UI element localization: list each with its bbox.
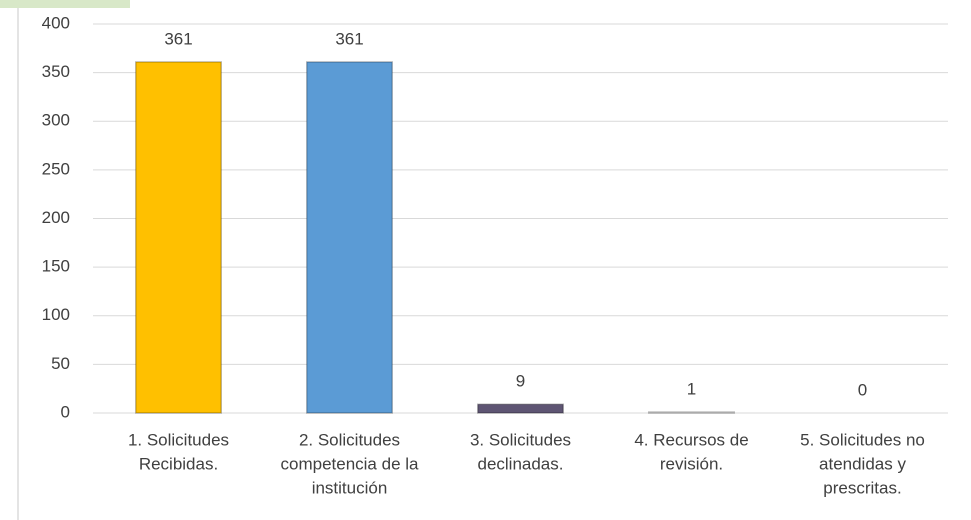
y-tick-label: 100 bbox=[42, 305, 70, 324]
y-tick-label: 50 bbox=[51, 354, 70, 373]
y-tick-label: 350 bbox=[42, 62, 70, 81]
value-label: 361 bbox=[164, 29, 192, 48]
x-tick-label: revisión. bbox=[660, 454, 723, 473]
x-tick-label: competencia de la bbox=[281, 454, 420, 473]
x-tick-label: 4. Recursos de bbox=[634, 430, 748, 449]
value-label: 1 bbox=[687, 380, 696, 399]
y-tick-label: 200 bbox=[42, 208, 70, 227]
x-tick-label: 3. Solicitudes bbox=[470, 430, 571, 449]
bar bbox=[648, 411, 735, 414]
x-tick-label: prescritas. bbox=[823, 478, 901, 497]
x-tick-label: atendidas y bbox=[819, 454, 906, 473]
y-tick-label: 0 bbox=[61, 402, 70, 421]
y-tick-label: 250 bbox=[42, 159, 70, 178]
x-tick-label: Recibidas. bbox=[139, 454, 218, 473]
y-tick-label: 300 bbox=[42, 111, 70, 130]
value-label: 361 bbox=[335, 29, 363, 48]
x-tick-label: 1. Solicitudes bbox=[128, 430, 229, 449]
x-tick-label: institución bbox=[312, 478, 388, 497]
bar bbox=[135, 61, 222, 414]
value-label: 9 bbox=[516, 372, 525, 391]
y-tick-label: 150 bbox=[42, 257, 70, 276]
bar bbox=[477, 403, 564, 414]
x-tick-label: 5. Solicitudes no bbox=[800, 430, 925, 449]
bar bbox=[306, 61, 393, 414]
corner-decoration bbox=[0, 0, 130, 8]
x-tick-label: 2. Solicitudes bbox=[299, 430, 400, 449]
value-label: 0 bbox=[858, 380, 867, 399]
x-tick-label: declinadas. bbox=[477, 454, 563, 473]
y-tick-label: 400 bbox=[42, 13, 70, 32]
